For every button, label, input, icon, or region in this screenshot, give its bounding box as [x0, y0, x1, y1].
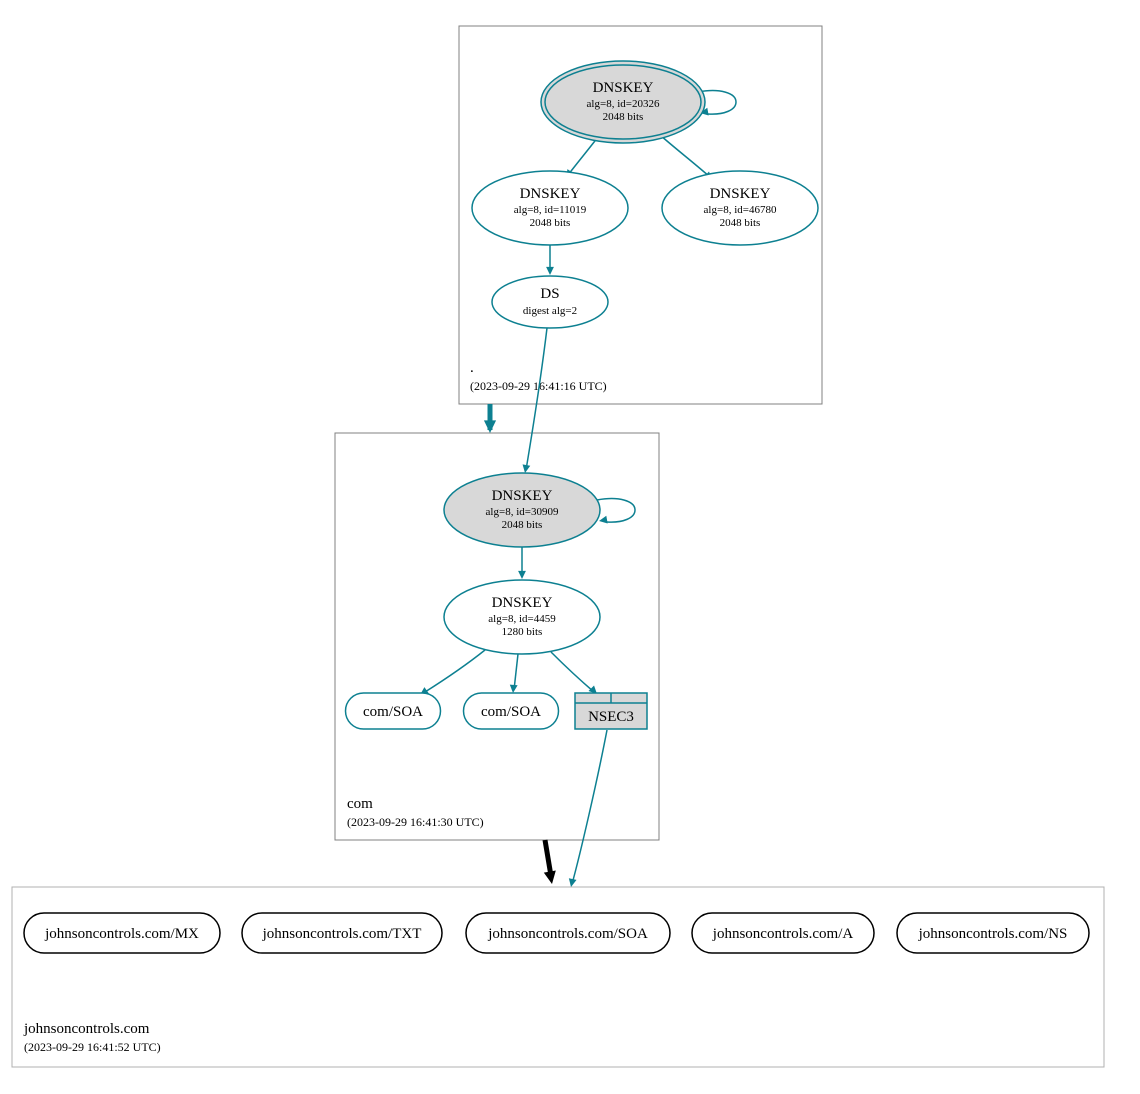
svg-text:com/SOA: com/SOA	[363, 704, 423, 720]
svg-text:2048 bits: 2048 bits	[502, 519, 543, 531]
svg-text:alg=8, id=30909: alg=8, id=30909	[486, 506, 559, 518]
svg-text:alg=8, id=46780: alg=8, id=46780	[704, 204, 777, 216]
svg-text:johnsoncontrols.com/A: johnsoncontrols.com/A	[712, 926, 854, 942]
zone-com-name: com	[347, 796, 373, 812]
svg-text:johnsoncontrols.com/NS: johnsoncontrols.com/NS	[918, 926, 1068, 942]
svg-text:DS: DS	[540, 286, 559, 302]
node-jc_txt: johnsoncontrols.com/TXT	[242, 913, 442, 953]
svg-text:2048 bits: 2048 bits	[720, 217, 761, 229]
svg-text:1280 bits: 1280 bits	[502, 626, 543, 638]
node-root_ds: DS digest alg=2	[492, 276, 608, 328]
svg-text:digest alg=2: digest alg=2	[523, 305, 577, 317]
svg-text:alg=8, id=11019: alg=8, id=11019	[514, 204, 587, 216]
zone-com-timestamp: (2023-09-29 16:41:30 UTC)	[347, 815, 484, 829]
svg-text:2048 bits: 2048 bits	[603, 111, 644, 123]
node-com_ksk: DNSKEY alg=8, id=309092048 bits	[444, 473, 600, 547]
dnssec-diagram: . (2023-09-29 16:41:16 UTC) com (2023-09…	[0, 0, 1140, 1094]
svg-text:johnsoncontrols.com/SOA: johnsoncontrols.com/SOA	[487, 926, 648, 942]
node-root_zsk2: DNSKEY alg=8, id=467802048 bits	[662, 171, 818, 245]
node-jc_mx: johnsoncontrols.com/MX	[24, 913, 220, 953]
svg-text:johnsoncontrols.com/TXT: johnsoncontrols.com/TXT	[262, 926, 422, 942]
node-nsec3: NSEC3	[575, 693, 647, 729]
zone-root-name: .	[470, 360, 474, 376]
node-jc_a: johnsoncontrols.com/A	[692, 913, 874, 953]
node-root_zsk1: DNSKEY alg=8, id=110192048 bits	[472, 171, 628, 245]
svg-text:DNSKEY: DNSKEY	[710, 186, 771, 202]
svg-text:DNSKEY: DNSKEY	[593, 80, 654, 96]
svg-text:NSEC3: NSEC3	[588, 709, 634, 725]
node-root_ksk: DNSKEY alg=8, id=203262048 bits	[541, 61, 705, 143]
svg-text:2048 bits: 2048 bits	[530, 217, 571, 229]
svg-text:DNSKEY: DNSKEY	[492, 595, 553, 611]
svg-text:DNSKEY: DNSKEY	[520, 186, 581, 202]
svg-text:alg=8, id=4459: alg=8, id=4459	[488, 613, 556, 625]
node-jc_ns: johnsoncontrols.com/NS	[897, 913, 1089, 953]
node-com_soa2: com/SOA	[464, 693, 559, 729]
svg-text:com/SOA: com/SOA	[481, 704, 541, 720]
zone-jc-name: johnsoncontrols.com	[23, 1021, 150, 1037]
svg-text:DNSKEY: DNSKEY	[492, 488, 553, 504]
svg-text:alg=8, id=20326: alg=8, id=20326	[587, 98, 660, 110]
node-com_zsk: DNSKEY alg=8, id=44591280 bits	[444, 580, 600, 654]
zone-jc-timestamp: (2023-09-29 16:41:52 UTC)	[24, 1040, 161, 1054]
svg-text:johnsoncontrols.com/MX: johnsoncontrols.com/MX	[44, 926, 199, 942]
node-jc_soa: johnsoncontrols.com/SOA	[466, 913, 670, 953]
node-com_soa1: com/SOA	[346, 693, 441, 729]
